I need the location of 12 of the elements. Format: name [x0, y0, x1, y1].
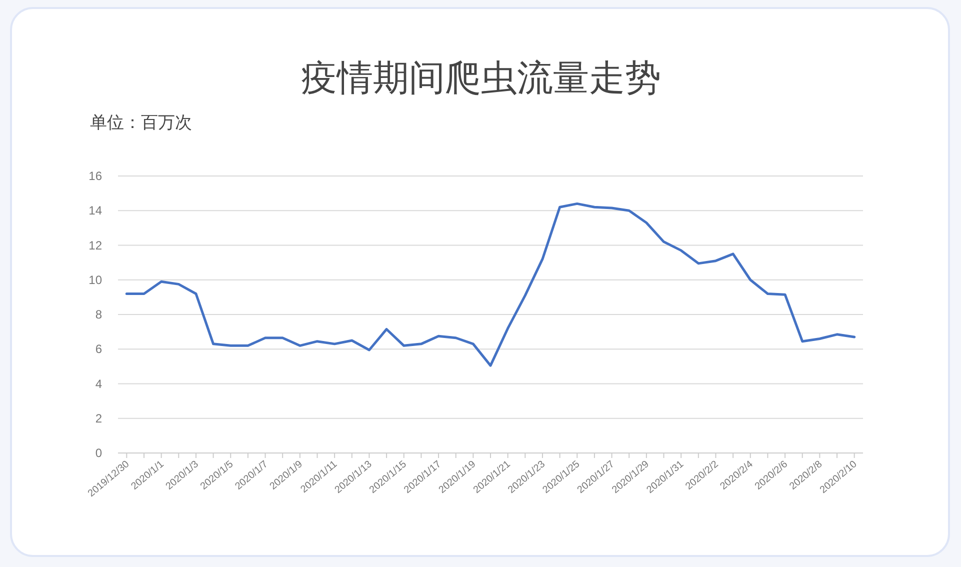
y-tick-label: 8 [95, 308, 102, 322]
chart-title: 疫情期间爬虫流量走势 [301, 57, 661, 98]
y-tick-label: 10 [88, 272, 102, 287]
y-tick-label: 2 [95, 411, 102, 426]
y-tick-label: 0 [95, 446, 102, 460]
y-tick-label: 4 [95, 376, 102, 391]
line-series [125, 202, 856, 367]
text: 单位：百万次 [90, 113, 192, 132]
y-tick-label: 12 [88, 238, 102, 252]
y-tick-label: 6 [95, 342, 102, 356]
y-tick-label: 16 [88, 169, 102, 183]
y-tick-label: 14 [88, 204, 102, 218]
